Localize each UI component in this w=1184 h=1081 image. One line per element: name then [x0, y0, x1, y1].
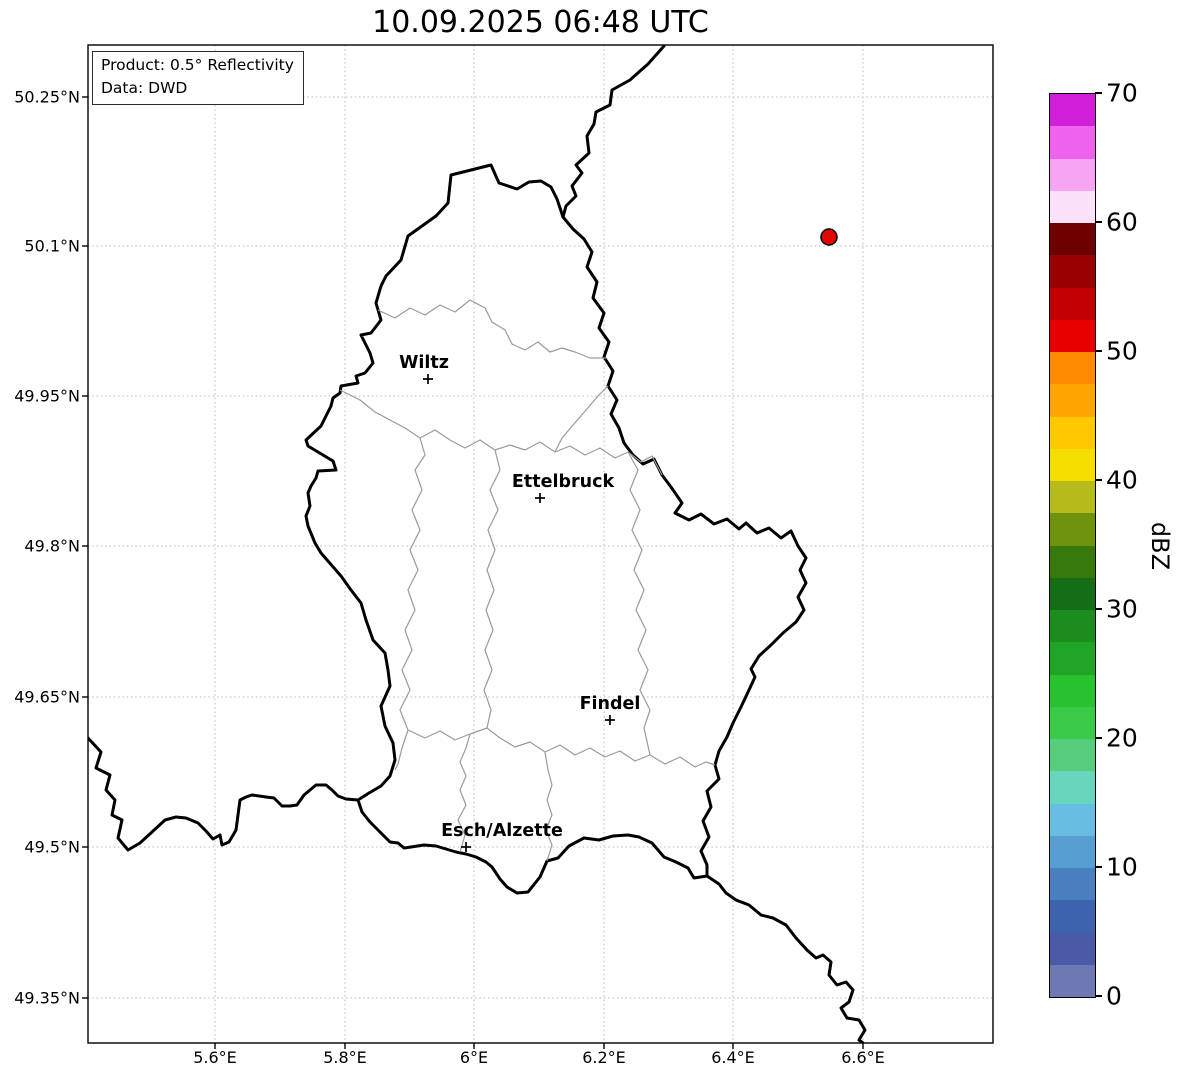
x-tick-label: 6.4°E	[711, 1048, 755, 1067]
radar-location-marker	[820, 228, 838, 246]
city-esch-alzette: Esch/Alzette	[441, 821, 563, 852]
colorbar-tick-mark	[1095, 737, 1102, 739]
radar-location-group	[820, 228, 838, 246]
colorbar-tick-label: 30	[1106, 594, 1138, 624]
france-belgium-border	[88, 736, 360, 852]
colorbar-segment	[1050, 223, 1095, 256]
axis-tick-marks	[82, 96, 864, 1049]
y-tick-label: 50.1°N	[24, 236, 80, 256]
belgium-germany-border	[561, 45, 666, 219]
city-findel: Findel	[580, 694, 641, 725]
city-label: Wiltz	[399, 353, 449, 373]
luxembourg-border	[304, 163, 808, 895]
city-wiltz: Wiltz	[399, 353, 449, 384]
x-tick-label: 5.8°E	[323, 1048, 367, 1067]
district-borders	[339, 299, 716, 862]
colorbar-tick-label: 60	[1106, 207, 1138, 237]
colorbar-segment	[1050, 868, 1095, 901]
city-markers: Wiltz Ettelbruck Findel Esch/Alzette	[399, 353, 640, 852]
colorbar-segment	[1050, 94, 1095, 127]
colorbar-segment	[1050, 674, 1095, 707]
colorbar-segment	[1050, 642, 1095, 675]
y-tick-label: 49.65°N	[14, 687, 80, 707]
colorbar-segment	[1050, 158, 1095, 191]
colorbar-segment	[1050, 545, 1095, 578]
colorbar-segment	[1050, 577, 1095, 610]
colorbar-segment	[1050, 448, 1095, 481]
x-tick-label: 6°E	[459, 1048, 489, 1067]
colorbar-tick-label: 0	[1106, 981, 1122, 1011]
city-label: Esch/Alzette	[441, 821, 563, 841]
colorbar-tick-label: 20	[1106, 723, 1138, 753]
colorbar-segment	[1050, 255, 1095, 288]
colorbar-tick-mark	[1095, 866, 1102, 868]
france-germany-border	[705, 874, 867, 1043]
colorbar-segment	[1050, 384, 1095, 417]
colorbar-segment	[1050, 900, 1095, 933]
colorbar-tick-label: 10	[1106, 852, 1138, 882]
colorbar-segment	[1050, 352, 1095, 385]
colorbar-tick-mark	[1095, 92, 1102, 94]
colorbar-segment	[1050, 513, 1095, 546]
country-borders	[88, 45, 867, 1043]
colorbar-unit-label: dBZ	[1146, 521, 1174, 571]
y-tick-label: 49.8°N	[24, 536, 80, 556]
city-ettelbruck: Ettelbruck	[512, 472, 615, 503]
colorbar-segment	[1050, 126, 1095, 159]
x-tick-label: 6.2°E	[582, 1048, 626, 1067]
city-label: Findel	[580, 694, 641, 714]
colorbar-tick-mark	[1095, 995, 1102, 997]
product-line: Product: 0.5° Reflectivity	[101, 56, 294, 74]
colorbar-segment	[1050, 803, 1095, 836]
colorbar-tick-mark	[1095, 350, 1102, 352]
x-tick-label: 5.6°E	[193, 1048, 237, 1067]
colorbar-segment	[1050, 190, 1095, 223]
colorbar-tick-label: 50	[1106, 336, 1138, 366]
plot-frame	[87, 44, 994, 1044]
y-tick-label: 50.25°N	[14, 87, 80, 107]
graticule-gridlines	[88, 45, 993, 1043]
y-tick-label: 49.5°N	[24, 837, 80, 857]
y-tick-label: 49.35°N	[14, 988, 80, 1008]
colorbar-segment	[1050, 416, 1095, 449]
colorbar-segment	[1050, 610, 1095, 643]
colorbar-tick-mark	[1095, 608, 1102, 610]
colorbar-tick-label: 70	[1106, 78, 1138, 108]
colorbar-tick-mark	[1095, 221, 1102, 223]
colorbar-segment	[1050, 481, 1095, 514]
figure-title: 10.09.2025 06:48 UTC	[372, 5, 709, 40]
colorbar-segment	[1050, 287, 1095, 320]
colorbar-segment	[1050, 771, 1095, 804]
colorbar	[1049, 93, 1096, 998]
city-label: Ettelbruck	[512, 472, 615, 492]
colorbar-segment	[1050, 739, 1095, 772]
y-tick-label: 49.95°N	[14, 386, 80, 406]
colorbar-segment	[1050, 964, 1095, 997]
product-info-box: Product: 0.5° Reflectivity Data: DWD	[92, 51, 304, 105]
data-source-line: Data: DWD	[101, 79, 188, 97]
colorbar-tick-mark	[1095, 479, 1102, 481]
colorbar-segment	[1050, 835, 1095, 868]
colorbar-segment	[1050, 932, 1095, 965]
x-tick-label: 6.6°E	[841, 1048, 885, 1067]
colorbar-segment	[1050, 706, 1095, 739]
colorbar-tick-label: 40	[1106, 465, 1138, 495]
colorbar-segment	[1050, 319, 1095, 352]
